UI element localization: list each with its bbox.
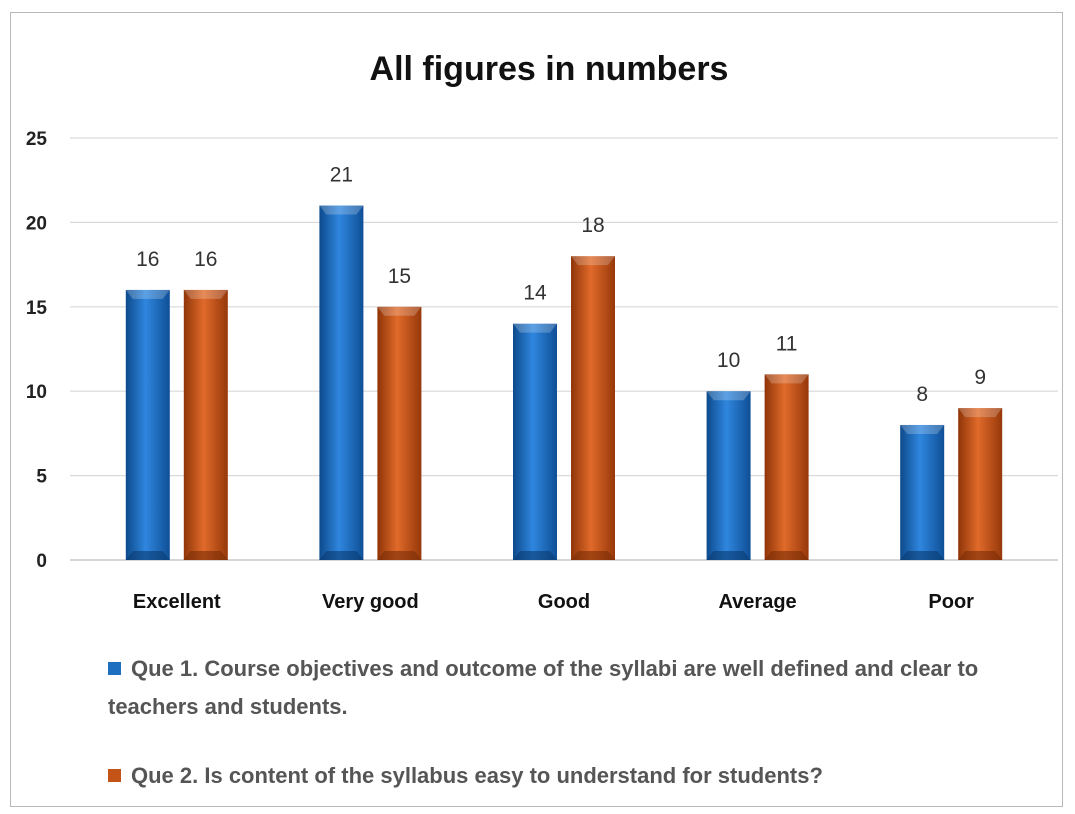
data-label: 9 [974, 366, 986, 389]
data-label: 21 [330, 164, 353, 187]
y-tick-label: 0 [36, 551, 47, 572]
bar-1-good [513, 323, 557, 560]
y-tick-label: 15 [26, 298, 48, 319]
y-tick-label: 10 [26, 382, 47, 403]
bars [125, 205, 1003, 560]
bar-2-good [571, 256, 615, 560]
legend-swatch-que2 [108, 769, 121, 782]
x-category-label: Average [718, 591, 796, 613]
legend-entry-que2: Que 2. Is content of the syllabus easy t… [108, 757, 1028, 795]
x-axis-categories: Excellent Very good Good Average Poor [133, 591, 974, 613]
data-label: 16 [136, 248, 159, 271]
data-label: 14 [523, 282, 547, 305]
legend-swatch-que1 [108, 662, 121, 675]
data-label: 11 [776, 332, 798, 355]
bar-1-poor [900, 424, 945, 560]
data-labels: 16 16 21 15 14 18 10 11 8 9 [136, 164, 986, 406]
data-label: 10 [717, 349, 740, 372]
data-label: 16 [194, 248, 217, 271]
bar-1-average [706, 391, 751, 560]
bar-2-excellent [183, 289, 228, 560]
x-category-label: Excellent [133, 591, 221, 613]
bar-2-poor [958, 408, 1003, 560]
data-label: 8 [916, 383, 928, 406]
chart-title: All figures in numbers [370, 50, 729, 88]
gridlines [70, 137, 1058, 561]
y-tick-label: 25 [26, 129, 48, 150]
y-tick-label: 5 [36, 467, 47, 488]
bar-1-excellent [125, 289, 170, 560]
legend-entry-que1: Que 1. Course objectives and outcome of … [108, 650, 1028, 726]
data-label: 15 [388, 265, 411, 288]
x-category-label: Good [538, 591, 590, 613]
x-category-label: Very good [322, 591, 419, 613]
y-axis-ticks: 0 5 10 15 20 25 [26, 129, 48, 572]
data-label: 18 [581, 214, 604, 237]
bar-2-average [764, 374, 809, 560]
bar-1-very-good [319, 205, 364, 560]
x-category-label: Poor [928, 591, 974, 613]
legend-label-que1: Que 1. Course objectives and outcome of … [108, 656, 979, 719]
legend-label-que2: Que 2. Is content of the syllabus easy t… [131, 763, 823, 788]
y-tick-label: 20 [26, 213, 47, 234]
bar-2-very-good [377, 306, 422, 560]
